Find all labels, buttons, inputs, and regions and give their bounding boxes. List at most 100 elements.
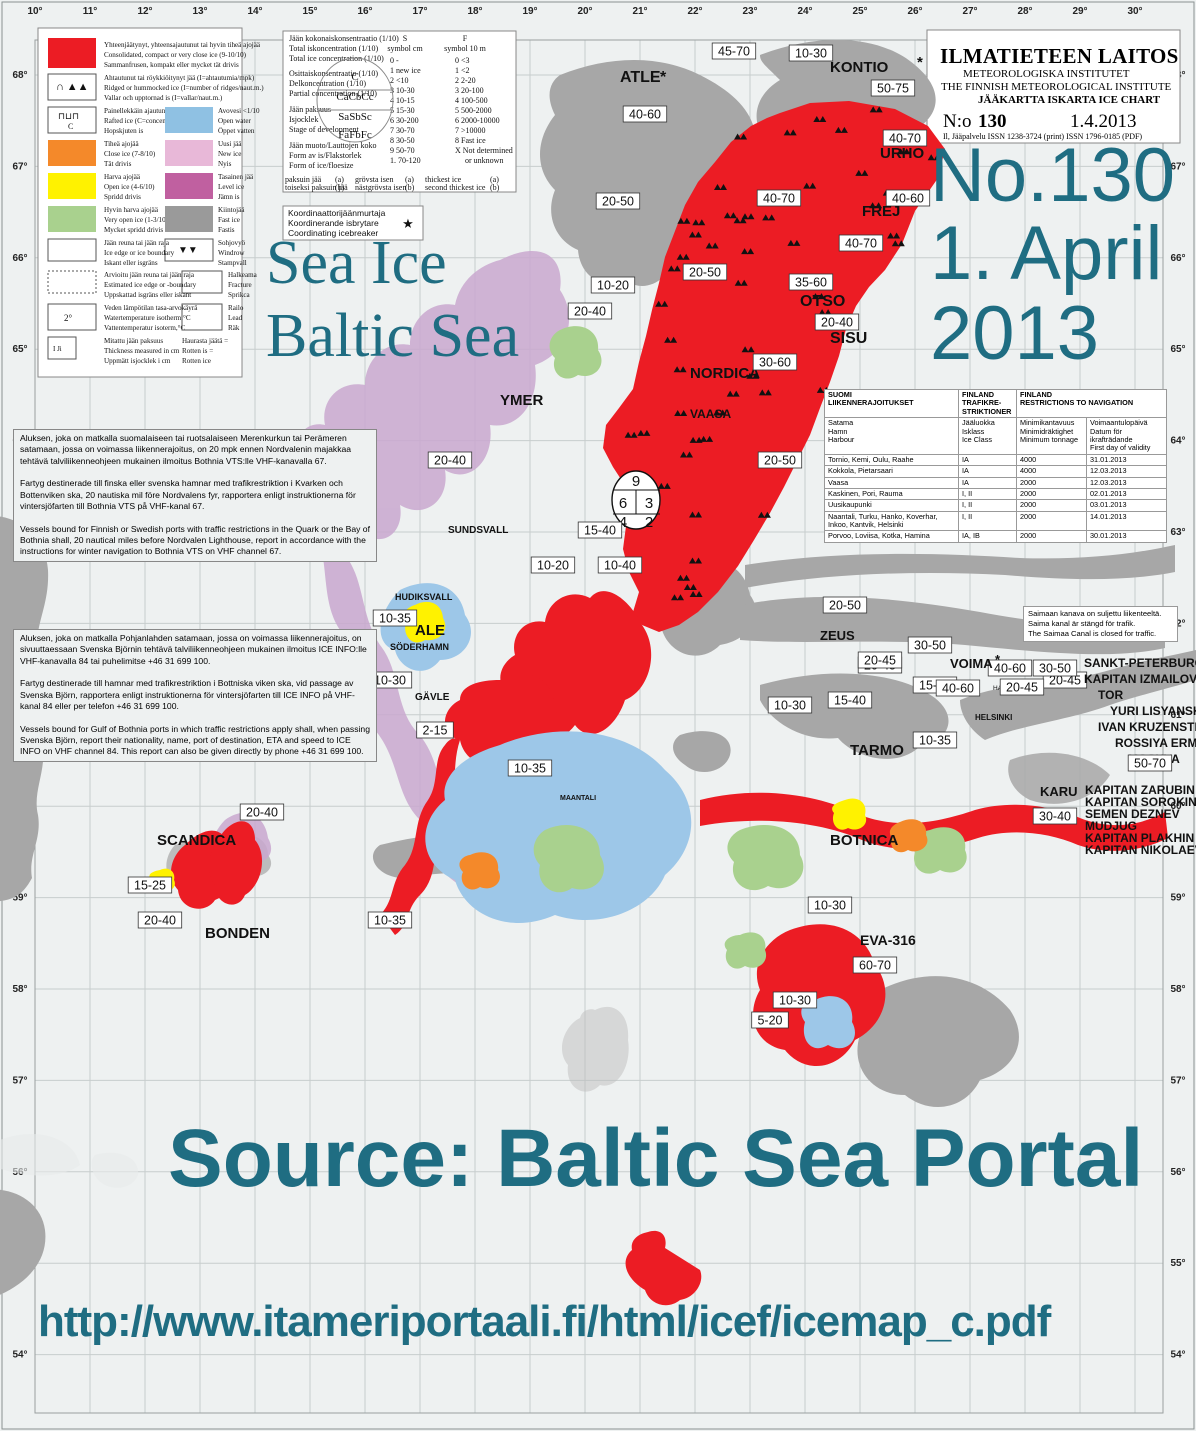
svg-text:20-50: 20-50 (829, 599, 861, 613)
svg-text:8 30-50: 8 30-50 (390, 136, 415, 145)
svg-text:21°: 21° (632, 6, 647, 17)
svg-text:64°: 64° (1170, 436, 1185, 447)
svg-text:HUDIKSVALL: HUDIKSVALL (395, 592, 453, 602)
svg-text:7 30-70: 7 30-70 (390, 126, 415, 135)
svg-text:18°: 18° (467, 6, 482, 17)
svg-text:*: * (660, 69, 667, 86)
svg-text:ATLE: ATLE (620, 69, 661, 86)
svg-text:Harva ajojää: Harva ajojää (104, 173, 141, 181)
svg-text:24°: 24° (797, 6, 812, 17)
svg-text:Sohjovyö: Sohjovyö (218, 239, 246, 247)
svg-text:(b): (b) (405, 183, 415, 192)
svg-text:1.4.2013: 1.4.2013 (1070, 111, 1137, 132)
svg-text:symbol cm: symbol cm (387, 44, 423, 53)
svg-text:N:o: N:o (943, 111, 972, 132)
svg-text:Rotten is =: Rotten is = (182, 347, 213, 355)
svg-text:30-50: 30-50 (1039, 662, 1071, 676)
svg-text:35-60: 35-60 (795, 276, 827, 290)
svg-text:Rafted ice (C=concentr.): Rafted ice (C=concentr.) (104, 117, 175, 125)
svg-text:Räk: Räk (228, 324, 240, 332)
svg-text:Koordinerande isbrytare: Koordinerande isbrytare (288, 218, 379, 228)
svg-text:or unknown: or unknown (465, 156, 503, 165)
svg-text:Uusi jää: Uusi jää (218, 140, 242, 148)
svg-text:NORDICA: NORDICA (690, 365, 760, 382)
svg-text:2: 2 (645, 514, 653, 531)
svg-text:27°: 27° (962, 6, 977, 17)
svg-text:Vallar och upptornad is (I=val: Vallar och upptornad is (I=vallar/naut.m… (104, 94, 223, 102)
svg-text:MAANTALI: MAANTALI (560, 795, 596, 802)
svg-text:8 Fast ice: 8 Fast ice (455, 136, 486, 145)
svg-text:40-70: 40-70 (889, 132, 921, 146)
svg-text:57°: 57° (1170, 1075, 1185, 1086)
svg-text:3 20-100: 3 20-100 (455, 86, 484, 95)
svg-text:THE FINNISH METEOROLOGICAL INS: THE FINNISH METEOROLOGICAL INSTITUTE (941, 81, 1172, 93)
svg-text:10-35: 10-35 (374, 914, 406, 928)
svg-text:KAPITAN NIKOLAEV: KAPITAN NIKOLAEV (1085, 843, 1196, 857)
svg-text:40-70: 40-70 (845, 237, 877, 251)
svg-text:SaSbSc: SaSbSc (338, 111, 372, 123)
svg-text:40-60: 40-60 (942, 682, 974, 696)
svg-text:Fracture: Fracture (228, 281, 252, 289)
svg-text:10-30: 10-30 (795, 47, 827, 61)
svg-text:ILMATIETEEN LAITOS: ILMATIETEEN LAITOS (940, 44, 1179, 68)
svg-text:30-50: 30-50 (914, 639, 946, 653)
svg-text:Open water: Open water (218, 117, 252, 125)
svg-text:Mycket spridd drivis: Mycket spridd drivis (104, 226, 163, 234)
svg-text:SCANDICA: SCANDICA (157, 832, 236, 849)
svg-text:BOTNICA: BOTNICA (830, 832, 898, 849)
svg-text:13°: 13° (192, 6, 207, 17)
svg-text:2 <10: 2 <10 (390, 76, 409, 85)
svg-text:10-35: 10-35 (919, 734, 951, 748)
svg-text:Tiheä ajojää: Tiheä ajojää (104, 140, 139, 148)
svg-text:6 30-200: 6 30-200 (390, 116, 419, 125)
svg-text:10-35: 10-35 (514, 762, 546, 776)
svg-text:10-35: 10-35 (379, 612, 411, 626)
svg-text:16°: 16° (357, 6, 372, 17)
svg-text:10-30: 10-30 (779, 994, 811, 1008)
svg-text:Total iskoncentration (1/10): Total iskoncentration (1/10) (289, 44, 379, 53)
svg-text:C: C (351, 71, 358, 83)
svg-text:0 -: 0 - (390, 56, 399, 65)
svg-text:Kiintojää: Kiintojää (218, 206, 245, 214)
svg-text:Ice edge or ice boundary: Ice edge or ice boundary (104, 249, 175, 257)
svg-text:10-20: 10-20 (597, 279, 629, 293)
svg-text:68°: 68° (12, 70, 27, 81)
svg-text:20-40: 20-40 (821, 316, 853, 330)
svg-text:Mitattu jään paksuus: Mitattu jään paksuus (104, 337, 163, 345)
svg-text:Halkeama: Halkeama (228, 271, 258, 279)
svg-text:10-30: 10-30 (774, 699, 806, 713)
svg-text:Tasainen jää: Tasainen jää (218, 173, 254, 181)
svg-text:KARU: KARU (1040, 784, 1078, 799)
svg-text:ZEUS: ZEUS (820, 628, 855, 643)
svg-text:5-20: 5-20 (757, 1014, 782, 1028)
svg-text:F: F (463, 34, 468, 43)
svg-text:19°: 19° (522, 6, 537, 17)
svg-text:Tät drivis: Tät drivis (104, 160, 132, 168)
svg-text:YMER: YMER (500, 392, 544, 409)
svg-text:15-40: 15-40 (584, 524, 616, 538)
svg-text:⊓⊔⊓: ⊓⊔⊓ (58, 111, 79, 121)
svg-text:15-25: 15-25 (134, 879, 166, 893)
svg-text:3: 3 (645, 495, 653, 512)
svg-text:66°: 66° (12, 253, 27, 264)
svg-text:9: 9 (632, 473, 640, 490)
svg-text:Haurasta jäätä =: Haurasta jäätä = (182, 337, 228, 345)
svg-text:Fast ice: Fast ice (218, 216, 240, 224)
svg-text:Close ice (7-8/10): Close ice (7-8/10) (104, 150, 156, 158)
svg-text:4 100-500: 4 100-500 (455, 96, 488, 105)
svg-text:Form av is/Flakstorlek: Form av is/Flakstorlek (289, 151, 361, 160)
svg-text:29°: 29° (1072, 6, 1087, 17)
svg-text:I Ji: I Ji (53, 345, 62, 353)
svg-text:second thickest ice: second thickest ice (425, 183, 486, 192)
svg-text:56°: 56° (1170, 1167, 1185, 1178)
svg-text:symbol 10 m: symbol 10 m (444, 44, 487, 53)
svg-text:22°: 22° (687, 6, 702, 17)
svg-text:Lead: Lead (228, 314, 243, 322)
svg-text:63°: 63° (1170, 527, 1185, 538)
svg-text:TOR: TOR (1098, 688, 1123, 702)
svg-text:Watertemperature isotherm,°C: Watertemperature isotherm,°C (104, 314, 191, 322)
svg-text:20-40: 20-40 (144, 914, 176, 928)
svg-text:IVAN KRUZENSTERN: IVAN KRUZENSTERN (1098, 720, 1196, 734)
svg-text:20-40: 20-40 (434, 454, 466, 468)
svg-text:New ice: New ice (218, 150, 241, 158)
